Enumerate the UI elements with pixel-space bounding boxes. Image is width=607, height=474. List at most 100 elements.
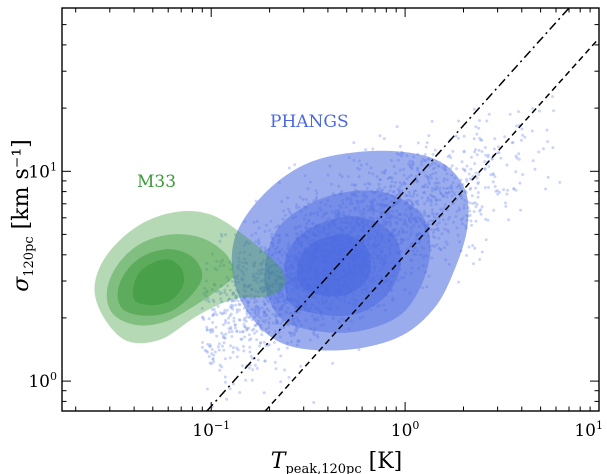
phangs-point bbox=[227, 330, 231, 334]
phangs-point bbox=[210, 348, 214, 351]
phangs-point bbox=[544, 187, 548, 191]
phangs-point bbox=[267, 343, 271, 347]
phangs-point bbox=[263, 359, 267, 363]
phangs-point bbox=[211, 298, 215, 302]
phangs-point bbox=[546, 175, 550, 179]
phangs-point bbox=[510, 141, 514, 145]
phangs-point bbox=[474, 171, 478, 175]
phangs-point bbox=[506, 188, 510, 192]
phangs-point bbox=[486, 218, 490, 222]
phangs-point bbox=[491, 172, 495, 176]
phangs-point bbox=[512, 187, 516, 191]
phangs-point bbox=[201, 316, 205, 320]
phangs-point bbox=[496, 151, 500, 155]
phangs-point bbox=[212, 313, 215, 317]
phangs-point bbox=[537, 150, 541, 154]
phangs-point bbox=[215, 259, 219, 263]
phangs-point bbox=[252, 327, 256, 331]
phangs-point bbox=[214, 325, 218, 329]
phangs-point bbox=[244, 319, 248, 323]
phangs-point bbox=[202, 317, 206, 321]
phangs-point bbox=[514, 154, 518, 158]
phangs-point bbox=[208, 343, 212, 347]
phangs-point bbox=[215, 313, 219, 317]
phangs-point bbox=[465, 164, 469, 168]
phangs-point bbox=[472, 107, 476, 111]
phangs-point bbox=[285, 346, 289, 350]
phangs-point bbox=[212, 300, 216, 304]
phangs-point bbox=[552, 109, 556, 113]
phangs-point bbox=[224, 321, 228, 325]
phangs-point bbox=[231, 304, 235, 308]
phangs-point bbox=[211, 314, 215, 318]
phangs-point bbox=[473, 201, 477, 205]
phangs-point bbox=[230, 280, 234, 283]
phangs-point bbox=[211, 330, 215, 334]
phangs-point bbox=[491, 173, 495, 177]
phangs-point bbox=[205, 325, 209, 329]
phangs-point bbox=[223, 357, 227, 361]
phangs-point bbox=[228, 288, 232, 292]
m33-contour-level-4 bbox=[132, 259, 185, 306]
phangs-point bbox=[253, 323, 257, 327]
phangs-point bbox=[486, 153, 490, 157]
phangs-point bbox=[455, 167, 458, 171]
phangs-point bbox=[217, 348, 221, 352]
phangs-point bbox=[273, 360, 277, 364]
phangs-point bbox=[260, 333, 264, 337]
phangs-point bbox=[287, 166, 291, 170]
phangs-point bbox=[218, 368, 222, 372]
phangs-point bbox=[235, 308, 239, 312]
phangs-point bbox=[504, 201, 507, 205]
phangs-point bbox=[220, 300, 224, 304]
phangs-point bbox=[211, 321, 215, 324]
phangs-point bbox=[457, 280, 461, 284]
phangs-point bbox=[204, 294, 208, 298]
phangs-point bbox=[235, 296, 239, 300]
phangs-point bbox=[423, 153, 427, 156]
phangs-point bbox=[486, 155, 490, 159]
phangs-point bbox=[231, 291, 235, 295]
phangs-point bbox=[205, 268, 209, 271]
phangs-point bbox=[487, 185, 490, 189]
phangs-point bbox=[460, 160, 464, 164]
phangs-point bbox=[208, 361, 212, 365]
phangs-point bbox=[431, 153, 435, 156]
phangs-point bbox=[206, 342, 210, 346]
phangs-point bbox=[467, 172, 471, 176]
phangs-point bbox=[211, 357, 215, 361]
phangs-point bbox=[231, 293, 235, 296]
phangs-point bbox=[229, 325, 233, 329]
phangs-point bbox=[218, 292, 222, 296]
phangs-point bbox=[210, 308, 214, 311]
phangs-point bbox=[228, 387, 232, 391]
phangs-point bbox=[223, 336, 227, 340]
phangs-point bbox=[465, 177, 469, 181]
x-tick-label: 100 bbox=[391, 419, 420, 441]
phangs-point bbox=[228, 314, 232, 318]
phangs-point bbox=[243, 325, 247, 329]
phangs-point bbox=[467, 245, 471, 249]
phangs-point bbox=[492, 147, 496, 151]
phangs-point bbox=[231, 350, 235, 354]
phangs-point bbox=[469, 167, 473, 171]
phangs-point bbox=[454, 134, 458, 138]
phangs-point bbox=[520, 127, 524, 131]
phangs-point bbox=[226, 299, 230, 303]
phangs-point bbox=[515, 156, 519, 160]
phangs-point bbox=[473, 150, 477, 154]
phangs-point bbox=[469, 186, 473, 190]
phangs-point bbox=[235, 310, 239, 314]
phangs-point bbox=[245, 315, 249, 319]
phangs-point bbox=[514, 188, 518, 192]
phangs-point bbox=[232, 291, 235, 295]
phangs-point bbox=[221, 311, 225, 315]
phangs-point bbox=[508, 112, 512, 116]
phangs-point bbox=[352, 141, 356, 145]
phangs-point bbox=[254, 199, 258, 203]
phangs-point bbox=[219, 284, 223, 288]
phangs-point bbox=[448, 154, 452, 157]
phangs-point bbox=[494, 189, 498, 193]
phangs-point bbox=[416, 141, 420, 145]
phangs-point bbox=[470, 194, 474, 198]
